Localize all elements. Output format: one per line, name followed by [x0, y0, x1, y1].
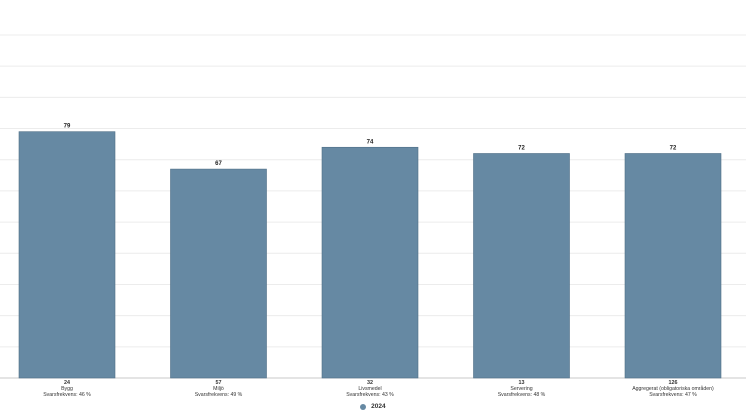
category-count-label: 32 [367, 380, 373, 386]
category-response-label: Svarsfrekvens: 46 % [43, 392, 91, 398]
category-name-label: Livsmedel [358, 386, 381, 392]
category-count-label: 24 [64, 380, 70, 386]
bar[interactable] [170, 168, 267, 379]
category-response-label: Svarsfrekvens: 47 % [649, 392, 697, 398]
value-label: 72 [518, 145, 525, 151]
category-name-label: Miljö [213, 386, 224, 392]
category-name-label: Servering [510, 386, 532, 392]
category-name-label: Aggregerat (obligatoriska områden) [632, 385, 714, 392]
value-label: 79 [64, 124, 71, 130]
category-response-label: Svarsfrekvens: 43 % [346, 392, 394, 398]
category-response-label: Svarsfrekvens: 49 % [195, 392, 243, 398]
bar[interactable] [624, 153, 722, 379]
category-count-label: 13 [519, 380, 525, 386]
value-labels: 79 67 74 72 72 [64, 124, 677, 167]
legend[interactable]: 2024 [0, 403, 746, 410]
bar[interactable] [473, 153, 570, 379]
value-label: 74 [367, 139, 374, 145]
legend-label: 2024 [371, 403, 386, 410]
category-count-label: 57 [216, 380, 222, 386]
bars [18, 131, 722, 379]
category-count-label: 126 [669, 380, 678, 386]
legend-marker-icon [360, 403, 367, 410]
category-response-label: Svarsfrekvens: 48 % [498, 392, 546, 398]
value-label: 67 [215, 161, 222, 167]
bar[interactable] [321, 146, 419, 379]
bar[interactable] [18, 131, 116, 379]
category-name-label: Bygg [61, 386, 73, 392]
value-label: 72 [670, 145, 677, 151]
